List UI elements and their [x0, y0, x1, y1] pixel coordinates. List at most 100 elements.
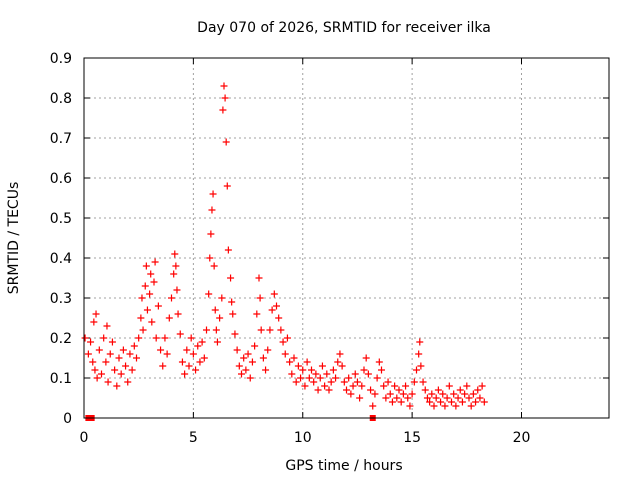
y-tick-label: 0.3 — [50, 291, 72, 307]
data-point — [159, 362, 167, 370]
data-point — [95, 346, 103, 354]
data-point — [181, 370, 189, 378]
data-point — [288, 370, 296, 378]
grid-lines — [84, 58, 609, 418]
data-point — [397, 398, 405, 406]
data-point — [198, 338, 206, 346]
data-point — [176, 330, 184, 338]
data-point — [264, 346, 272, 354]
data-point — [450, 390, 458, 398]
data-point — [270, 290, 278, 298]
data-point — [248, 358, 256, 366]
data-point — [465, 394, 473, 402]
data-point — [461, 390, 469, 398]
data-point — [321, 382, 329, 390]
data-point — [340, 378, 348, 386]
data-point — [170, 270, 178, 278]
data-point — [415, 350, 423, 358]
data-point — [143, 306, 151, 314]
data-points — [81, 82, 488, 410]
data-point — [251, 342, 259, 350]
data-point — [255, 274, 263, 282]
data-point — [238, 370, 245, 378]
data-point — [189, 350, 197, 358]
data-point — [430, 402, 438, 410]
data-point — [141, 282, 149, 290]
data-point — [220, 82, 228, 90]
data-point — [480, 398, 488, 406]
x-axis-label: GPS time / hours — [285, 458, 402, 474]
data-point — [209, 190, 217, 198]
data-point — [458, 398, 466, 406]
data-point — [124, 378, 132, 386]
data-point — [356, 394, 364, 402]
data-point — [235, 362, 243, 370]
data-point — [205, 290, 213, 298]
data-point — [165, 314, 173, 322]
data-point — [173, 286, 181, 294]
data-point — [171, 250, 179, 258]
data-point — [426, 398, 434, 406]
data-point — [119, 346, 127, 354]
data-point — [367, 386, 375, 394]
data-point — [262, 366, 270, 374]
data-point — [408, 390, 416, 398]
data-point — [259, 354, 267, 362]
data-point — [210, 262, 218, 270]
data-point — [347, 390, 355, 398]
data-point — [111, 366, 119, 374]
data-point — [345, 374, 353, 382]
data-point — [268, 306, 276, 314]
data-point — [150, 278, 158, 286]
data-point — [168, 294, 175, 302]
data-point — [301, 382, 309, 390]
data-point — [443, 394, 451, 402]
data-point — [402, 382, 410, 390]
data-point — [178, 358, 186, 366]
data-point — [244, 350, 252, 358]
data-point — [312, 370, 320, 378]
data-point — [87, 338, 95, 346]
data-point — [445, 382, 453, 390]
data-point — [360, 366, 368, 374]
data-point — [196, 358, 204, 366]
data-point — [228, 298, 236, 306]
data-point — [375, 358, 383, 366]
data-point — [353, 378, 361, 386]
data-point — [410, 378, 418, 386]
data-point — [222, 138, 230, 146]
data-point — [334, 358, 342, 366]
data-point — [139, 326, 147, 334]
data-point — [100, 334, 108, 342]
data-point — [314, 386, 322, 394]
data-point — [476, 394, 484, 402]
data-point — [104, 378, 112, 386]
data-point — [416, 338, 424, 346]
data-point — [185, 362, 193, 370]
data-point — [323, 370, 331, 378]
data-point — [213, 338, 221, 346]
data-point — [172, 262, 180, 270]
data-point — [207, 230, 215, 238]
data-point — [299, 366, 307, 374]
data-point — [439, 390, 447, 398]
data-point — [382, 394, 390, 402]
data-point — [474, 386, 482, 394]
data-point — [233, 346, 241, 354]
data-point — [187, 334, 195, 342]
data-point — [456, 386, 464, 394]
data-point — [349, 382, 357, 390]
data-point — [434, 386, 442, 394]
data-point — [388, 398, 396, 406]
data-point — [469, 390, 477, 398]
data-point — [393, 394, 401, 402]
y-tick-label: 0.9 — [50, 51, 72, 67]
data-point — [463, 382, 471, 390]
data-point — [212, 326, 220, 334]
data-point — [183, 346, 191, 354]
data-point — [364, 370, 372, 378]
y-tick-label: 0.8 — [50, 91, 72, 107]
data-point — [163, 350, 171, 358]
data-point — [305, 374, 313, 382]
data-point — [246, 374, 254, 382]
